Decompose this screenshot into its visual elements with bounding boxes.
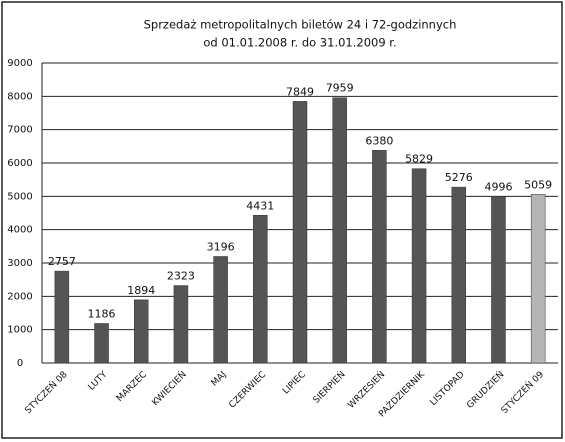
value-label: 1894 <box>127 284 155 297</box>
x-tick-label: LISTOPAD <box>429 370 467 408</box>
bar <box>173 285 189 364</box>
y-tick-label: 1000 <box>7 325 32 336</box>
value-label: 4431 <box>246 199 274 212</box>
value-label: 6380 <box>365 134 393 147</box>
bar <box>292 101 308 364</box>
x-tick-label: GRUDZIEŃ <box>464 368 506 410</box>
value-label: 4996 <box>484 180 512 193</box>
x-tick-label: WRZESIEŃ <box>345 368 387 410</box>
x-tick-label: MAJ <box>210 370 229 389</box>
value-label: 5829 <box>405 153 433 166</box>
value-label: 2757 <box>48 255 76 268</box>
y-tick-label: 3000 <box>7 258 32 269</box>
y-tick-label: 4000 <box>7 225 32 236</box>
x-tick-label: KWIECIEŃ <box>149 368 189 408</box>
y-tick-label: 6000 <box>7 158 32 169</box>
y-tick-label: 9000 <box>7 58 32 69</box>
bar <box>491 196 506 364</box>
bar <box>213 256 228 364</box>
bar <box>411 168 427 364</box>
x-tick-label: STYCZEŃ 08 <box>22 368 70 416</box>
bar <box>54 270 70 364</box>
value-label: 7849 <box>286 85 314 98</box>
x-tick-label: STYCZEŃ 09 <box>498 368 546 416</box>
chart-subtitle: od 01.01.2008 r. do 31.01.2009 r. <box>203 36 396 50</box>
bar <box>94 323 109 364</box>
bar <box>253 215 268 364</box>
bar <box>332 97 347 364</box>
bar <box>451 186 467 364</box>
x-tick-label: LUTY <box>87 369 110 392</box>
bar <box>372 150 387 364</box>
y-tick-label: 2000 <box>7 291 32 302</box>
value-label: 2323 <box>167 270 195 283</box>
y-tick-label: 5000 <box>7 191 32 202</box>
x-tick-label: LIPIEC <box>281 370 308 397</box>
y-tick-label: 7000 <box>7 125 32 136</box>
x-tick-label: MARZEC <box>115 370 149 404</box>
y-tick-label: 0 <box>17 358 23 369</box>
value-label: 1186 <box>88 307 116 320</box>
chart-title: Sprzedaż metropolitalnych biletów 24 i 7… <box>144 18 457 32</box>
value-label: 7959 <box>326 82 354 95</box>
x-tick-label: CZERWIEC <box>227 370 268 411</box>
y-tick-label: 8000 <box>7 91 32 102</box>
x-tick-label: SIERPIEŃ <box>310 368 347 405</box>
bar <box>133 299 149 364</box>
bar <box>530 194 546 364</box>
value-label: 5276 <box>445 171 473 184</box>
value-label: 3196 <box>207 240 235 253</box>
value-label: 5059 <box>524 178 552 191</box>
